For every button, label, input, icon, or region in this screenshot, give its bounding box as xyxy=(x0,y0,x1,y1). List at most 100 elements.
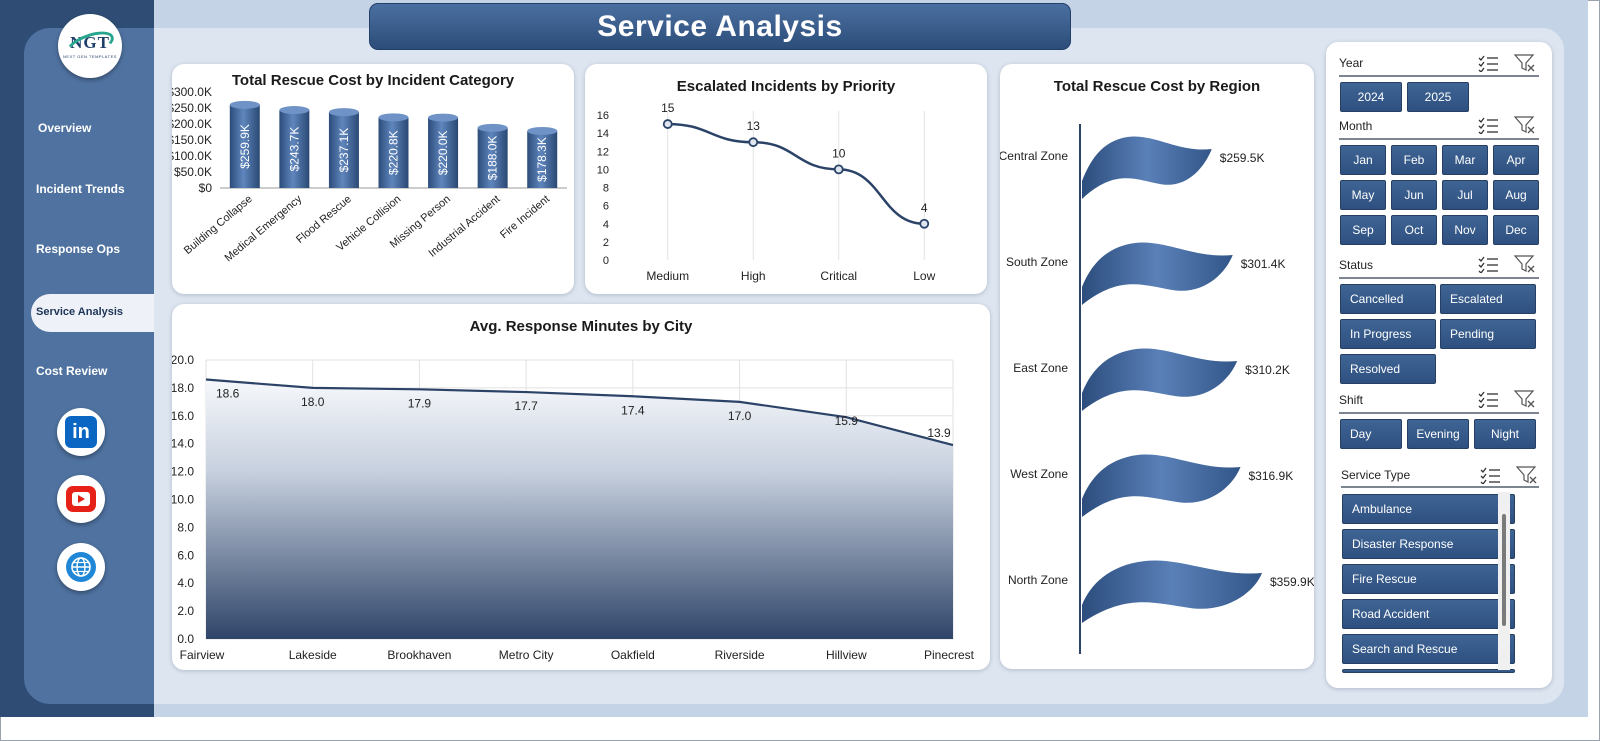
shift-option[interactable]: Evening xyxy=(1407,419,1469,449)
x-tick-label: Metro City xyxy=(499,648,554,662)
chart-response-by-city: Avg. Response Minutes by City 0.0 2.0 4.0 6… xyxy=(172,304,990,670)
service-type-option-partial[interactable] xyxy=(1342,669,1515,673)
shift-slicer-divider xyxy=(1339,412,1539,414)
data-label: $310.2K xyxy=(1245,363,1290,377)
year-option[interactable]: 2024 xyxy=(1340,82,1402,112)
nav-response-ops[interactable]: Response Ops xyxy=(36,242,121,256)
chart-escalated-by-priority-plot: 0 2 4 6 8 10 12 14 16 15 Medium 13 High 10 Critical 4 Lo… xyxy=(597,101,936,283)
month-option[interactable]: Jun xyxy=(1391,180,1437,210)
y-tick-label: 2 xyxy=(603,237,609,249)
month-option[interactable]: Feb xyxy=(1391,145,1437,175)
service-type-option[interactable]: Search and Rescue xyxy=(1342,634,1515,664)
nav-overview[interactable]: Overview xyxy=(38,121,92,135)
chart-response-by-city-plot: 0.0 2.0 4.0 6.0 8.0 10.0 12.0 14.0 16.0 18.0 20.0 1… xyxy=(172,353,975,662)
month-option[interactable]: Sep xyxy=(1340,215,1386,245)
shift-option[interactable]: Night xyxy=(1474,419,1536,449)
y-tick-label: $0 xyxy=(199,181,213,195)
nav-cost-review[interactable]: Cost Review xyxy=(36,364,108,378)
status-option[interactable]: Resolved xyxy=(1340,354,1436,384)
month-slicer-divider xyxy=(1339,138,1539,140)
data-label: $220.0K xyxy=(436,130,450,175)
y-tick-label: 2.0 xyxy=(177,604,194,618)
x-tick-label: Fairview xyxy=(180,648,225,662)
y-tick-label: 4.0 xyxy=(177,576,194,590)
month-option[interactable]: Nov xyxy=(1442,215,1488,245)
service-type-scroll-thumb[interactable] xyxy=(1502,514,1506,626)
year-option[interactable]: 2025 xyxy=(1407,82,1469,112)
data-label: $259.5K xyxy=(1220,151,1265,165)
clear-filter-icon[interactable] xyxy=(1516,466,1538,484)
year-slicer-divider xyxy=(1339,75,1539,77)
clear-filter-icon[interactable] xyxy=(1514,255,1536,273)
service-type-option[interactable]: Road Accident xyxy=(1342,599,1515,629)
month-option[interactable]: Jan xyxy=(1340,145,1386,175)
chart-cost-by-category: Total Rescue Cost by Incident Category $… xyxy=(172,64,574,294)
multi-select-icon[interactable] xyxy=(1478,116,1500,134)
x-tick-label: High xyxy=(741,269,766,283)
page-title: Service Analysis xyxy=(597,9,843,43)
clear-filter-icon[interactable] xyxy=(1514,54,1536,72)
x-tick-label: Medium xyxy=(646,269,689,283)
y-tick-label: 12 xyxy=(597,146,609,158)
service-type-option[interactable]: Disaster Response xyxy=(1342,529,1515,559)
youtube-link[interactable] xyxy=(57,475,105,523)
status-option[interactable]: Cancelled xyxy=(1340,284,1436,314)
multi-select-icon[interactable] xyxy=(1478,255,1500,273)
bar-cap xyxy=(428,113,459,122)
y-tick-label: 14 xyxy=(597,128,609,140)
month-option[interactable]: Apr xyxy=(1493,145,1539,175)
y-tick-label: Central Zone xyxy=(1000,149,1068,163)
y-tick-label: $200.0K xyxy=(172,117,212,131)
month-option[interactable]: May xyxy=(1340,180,1386,210)
data-label: 13.9 xyxy=(927,426,951,440)
sidebar xyxy=(24,28,154,704)
bar-cap xyxy=(328,108,359,117)
data-label: 17.9 xyxy=(408,396,432,410)
y-tick-label: 10.0 xyxy=(172,493,194,507)
x-tick-label: Pinecrest xyxy=(924,648,975,662)
multi-select-icon[interactable] xyxy=(1478,390,1500,408)
shift-option[interactable]: Day xyxy=(1340,419,1402,449)
website-link[interactable] xyxy=(57,543,105,591)
bar xyxy=(477,127,508,188)
month-option[interactable]: Dec xyxy=(1493,215,1539,245)
x-tick-label: Lakeside xyxy=(289,648,337,662)
x-tick-label: Hillview xyxy=(826,648,867,662)
month-option[interactable]: Oct xyxy=(1391,215,1437,245)
year-slicer-title: Year xyxy=(1339,56,1364,70)
nav-incident-trends[interactable]: Incident Trends xyxy=(36,182,125,196)
data-label: 18.0 xyxy=(301,395,325,409)
service-type-option[interactable]: Fire Rescue xyxy=(1342,564,1515,594)
y-tick-label: 10 xyxy=(597,164,609,176)
data-label: 13 xyxy=(747,119,761,133)
data-label: $316.9K xyxy=(1248,469,1293,483)
y-tick-label: 16 xyxy=(597,110,609,122)
multi-select-icon[interactable] xyxy=(1480,466,1502,484)
service-type-slicer-title: Service Type xyxy=(1341,468,1411,482)
linkedin-link[interactable]: in xyxy=(57,408,105,456)
service-type-option[interactable]: Ambulance xyxy=(1342,494,1515,524)
nav-service-analysis[interactable]: Service Analysis xyxy=(31,294,154,332)
data-label: $243.7K xyxy=(287,127,301,172)
status-option[interactable]: Pending xyxy=(1440,319,1536,349)
youtube-icon xyxy=(66,486,96,512)
chart-escalated-by-priority: Escalated Incidents by Priority 0 2 4 6 8 10 1… xyxy=(585,64,987,294)
clear-filter-icon[interactable] xyxy=(1514,116,1536,134)
y-tick-label: 6 xyxy=(603,201,609,213)
data-label: $301.4K xyxy=(1241,257,1286,271)
data-label: 4 xyxy=(921,201,928,215)
clear-filter-icon[interactable] xyxy=(1514,390,1536,408)
data-label: 17.7 xyxy=(514,399,538,413)
status-option[interactable]: In Progress xyxy=(1340,319,1436,349)
multi-select-icon[interactable] xyxy=(1478,54,1500,72)
y-tick-label: 0.0 xyxy=(177,632,194,646)
month-option[interactable]: Jul xyxy=(1442,180,1488,210)
y-tick-label: 16.0 xyxy=(172,409,194,423)
status-option[interactable]: Escalated xyxy=(1440,284,1536,314)
y-tick-label: South Zone xyxy=(1006,255,1068,269)
month-option[interactable]: Aug xyxy=(1493,180,1539,210)
month-option[interactable]: Mar xyxy=(1442,145,1488,175)
bar-cap xyxy=(229,100,260,109)
shift-slicer-title: Shift xyxy=(1339,393,1364,407)
data-label: 15 xyxy=(661,101,675,115)
